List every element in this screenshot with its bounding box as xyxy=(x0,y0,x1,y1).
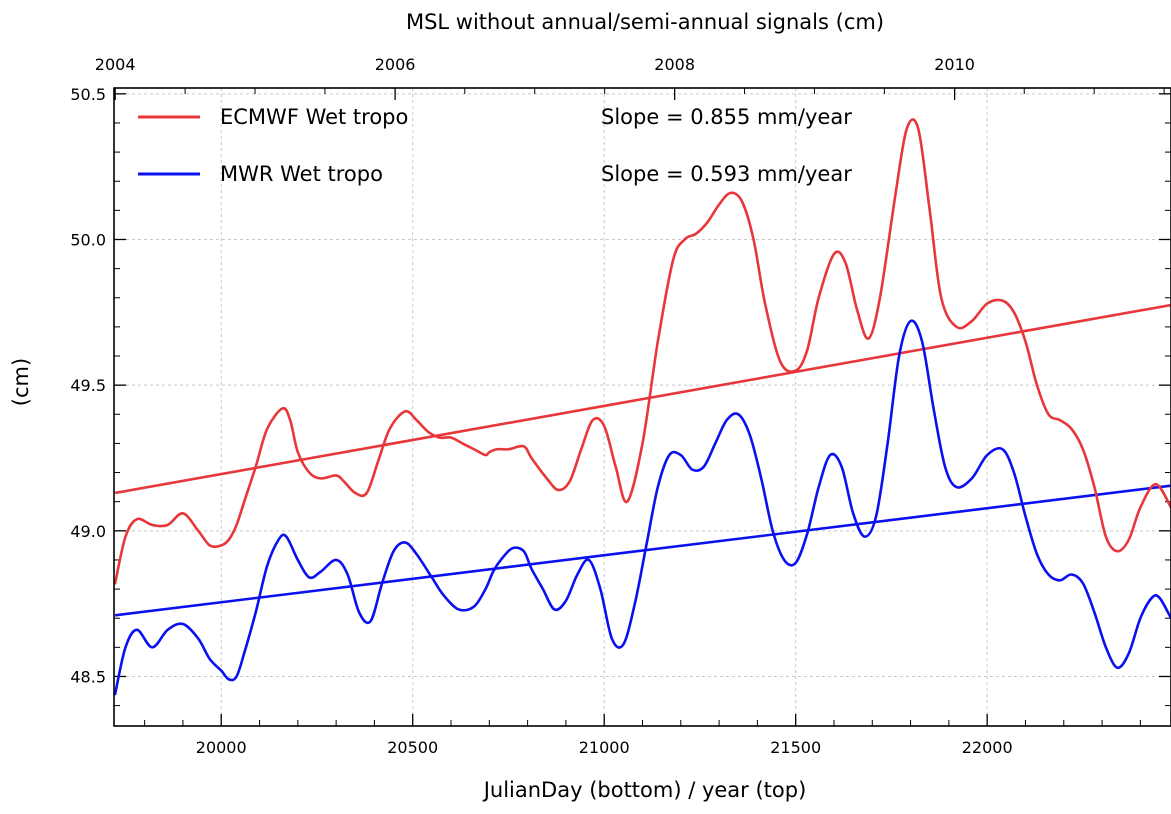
y-tick-label-1: 49.0 xyxy=(70,522,106,541)
top-tick-label-1: 2006 xyxy=(375,55,416,74)
y-axis-label: (cm) xyxy=(9,358,33,406)
x-axis-label: JulianDay (bottom) / year (top) xyxy=(482,778,807,802)
y-tick-label-4: 50.5 xyxy=(70,85,106,104)
x-tick-label-0: 20000 xyxy=(196,738,247,757)
series-line-1 xyxy=(113,319,1171,696)
y-tick-label-2: 49.5 xyxy=(70,376,106,395)
x-tick-label-1: 20500 xyxy=(387,738,438,757)
axis-ticks: 20000 20500 21000 21500 22000 48.5 49.0 49.5 50.… xyxy=(70,55,1171,757)
plot-frame xyxy=(113,87,1171,727)
x-tick-label-3: 21500 xyxy=(770,738,821,757)
y-tick-label-0: 48.5 xyxy=(70,667,106,686)
y-tick-label-3: 50.0 xyxy=(70,230,106,249)
trend-lines xyxy=(114,303,1171,617)
legend: ECMWF Wet tropo MWR Wet tropo xyxy=(138,105,408,186)
legend-label-mwr: MWR Wet tropo xyxy=(220,162,383,186)
chart-title: MSL without annual/semi-annual signals (… xyxy=(406,10,884,34)
trend-line-1 xyxy=(114,484,1171,617)
slope-annotation-ecmwf: Slope = 0.855 mm/year xyxy=(601,105,852,129)
x-tick-label-2: 21000 xyxy=(579,738,630,757)
series-lines xyxy=(113,118,1171,696)
top-tick-label-0: 2004 xyxy=(95,55,136,74)
x-tick-label-4: 22000 xyxy=(962,738,1013,757)
top-tick-label-3: 2010 xyxy=(934,55,975,74)
series-line-0 xyxy=(113,118,1171,585)
legend-label-ecmwf: ECMWF Wet tropo xyxy=(220,105,408,129)
trend-line-0 xyxy=(114,303,1171,495)
slope-annotation-mwr: Slope = 0.593 mm/year xyxy=(601,162,852,186)
top-tick-label-2: 2008 xyxy=(654,55,695,74)
